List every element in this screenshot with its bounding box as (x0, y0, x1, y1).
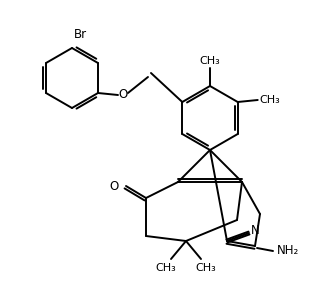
Text: NH₂: NH₂ (277, 245, 299, 257)
Text: CH₃: CH₃ (200, 56, 220, 66)
Text: N: N (251, 224, 260, 238)
Text: O: O (110, 179, 119, 193)
Text: O: O (118, 88, 128, 102)
Text: CH₃: CH₃ (260, 95, 281, 105)
Text: Br: Br (74, 28, 87, 41)
Text: CH₃: CH₃ (156, 263, 176, 273)
Text: CH₃: CH₃ (196, 263, 216, 273)
